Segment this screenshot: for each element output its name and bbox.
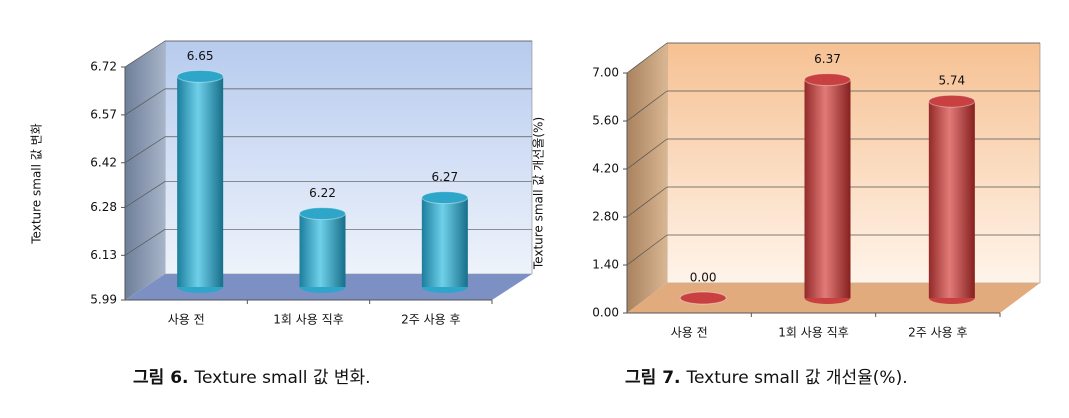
bar bbox=[421, 191, 469, 293]
chart: 5.99 6.13 6.28 6.42 6.57 6.72 Texture small 값 … bbox=[30, 40, 533, 388]
bar bbox=[176, 69, 224, 293]
bar-top bbox=[804, 73, 851, 87]
bar bbox=[928, 94, 976, 304]
grid-line-side bbox=[626, 42, 668, 74]
y-tick-label: 6.57 bbox=[90, 107, 117, 121]
caption-text: Texture small 값 변화. bbox=[194, 368, 371, 388]
grid-line-side bbox=[626, 234, 668, 266]
caption: 그림 6. Texture small 값 변화. bbox=[133, 368, 371, 388]
grid-line-side bbox=[626, 90, 668, 122]
grid-line-side bbox=[124, 229, 166, 256]
bar bbox=[299, 207, 346, 293]
bar-top bbox=[176, 69, 224, 83]
bar-top bbox=[421, 191, 469, 205]
chart: 0.00 1.40 2.80 4.20 5.60 7.00 Texture small 값 … bbox=[532, 42, 1041, 388]
x-tick-label: 2주 사용 후 bbox=[908, 326, 967, 340]
grid-line-side bbox=[124, 136, 166, 164]
bar-body bbox=[804, 79, 851, 298]
y-tick-label: 4.20 bbox=[592, 162, 619, 176]
grid-line-side bbox=[626, 138, 668, 170]
bar-body bbox=[421, 197, 468, 287]
x-tick-label: 1회 사용 직후 bbox=[778, 326, 848, 340]
y-axis-label: Texture small 값 개선율(%) bbox=[532, 117, 546, 270]
bar-top bbox=[928, 94, 976, 108]
y-tick-label: 7.00 bbox=[592, 66, 619, 80]
y-tick-label: 6.28 bbox=[90, 200, 117, 214]
y-tick-label: 2.80 bbox=[592, 210, 619, 224]
bar-top bbox=[679, 291, 727, 305]
caption-label: 그림 6. bbox=[133, 368, 189, 388]
caption-label: 그림 7. bbox=[625, 368, 681, 388]
bar bbox=[679, 291, 727, 305]
y-tick-label: 1.40 bbox=[592, 258, 619, 272]
bar-body bbox=[177, 76, 224, 287]
y-tick-label: 6.42 bbox=[90, 155, 117, 169]
x-tick-label: 2주 사용 후 bbox=[401, 313, 460, 327]
side-wall bbox=[627, 43, 667, 313]
bar-top bbox=[299, 207, 346, 221]
x-tick-label: 사용 전 bbox=[671, 326, 708, 340]
side-wall bbox=[125, 41, 165, 300]
value-label: 6.22 bbox=[309, 186, 336, 200]
grid-line-side bbox=[124, 40, 166, 68]
x-tick-label: 사용 전 bbox=[168, 313, 205, 327]
caption: 그림 7. Texture small 값 개선율(%). bbox=[625, 368, 908, 388]
y-tick-label: 0.00 bbox=[592, 306, 619, 320]
bar-body bbox=[299, 213, 346, 287]
bar-body bbox=[928, 101, 975, 298]
y-tick-label: 6.72 bbox=[90, 60, 117, 74]
bar bbox=[804, 73, 851, 304]
y-tick-label: 5.99 bbox=[90, 293, 117, 307]
y-tick-label: 5.60 bbox=[592, 114, 619, 128]
back-wall bbox=[666, 42, 1041, 284]
y-axis-label: Texture small 값 변화 bbox=[30, 123, 44, 244]
value-label: 6.37 bbox=[814, 52, 841, 66]
grid-line-side bbox=[626, 186, 668, 218]
grid-line-side bbox=[124, 88, 166, 116]
value-label: 5.74 bbox=[938, 74, 965, 88]
value-label: 0.00 bbox=[690, 271, 717, 285]
y-tick-label: 6.13 bbox=[90, 248, 117, 262]
value-label: 6.27 bbox=[431, 170, 458, 184]
grid-line-side bbox=[124, 181, 166, 208]
value-label: 6.65 bbox=[187, 49, 214, 63]
x-tick-label: 1회 사용 직후 bbox=[273, 313, 343, 327]
caption-text: Texture small 값 개선율(%). bbox=[686, 368, 908, 388]
